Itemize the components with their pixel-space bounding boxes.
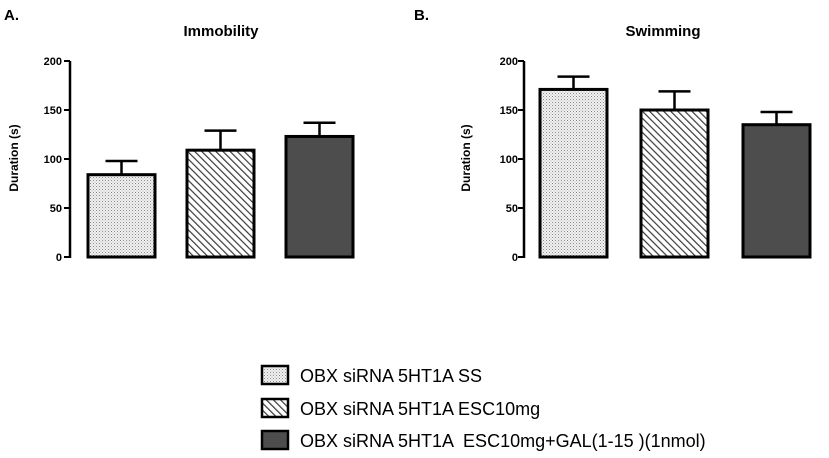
panel-b-tick-label: 150 <box>500 105 518 117</box>
panel-a-bar <box>86 173 157 259</box>
panel-b-tick-label: 200 <box>500 56 518 68</box>
panel-a-bar <box>185 148 256 259</box>
panel-b-tick-label: 0 <box>512 252 518 264</box>
legend-swatch-solid <box>260 429 290 451</box>
panel-b-bar <box>639 108 710 259</box>
panel-a-ylabel: Duration (s) <box>7 124 21 191</box>
panel-a-tick-label: 0 <box>56 252 62 264</box>
legend-label: OBX siRNA 5HT1A ESC10mg+GAL(1-15 )(1nmol… <box>300 431 706 451</box>
legend: OBX siRNA 5HT1A SS OBX siRNA 5HT1A ESC10… <box>260 364 706 451</box>
panel-b-y-ticks: 0 50 100 150 200 <box>500 56 518 264</box>
panel-a-tick-label: 100 <box>44 154 62 166</box>
panel-b-plot-area <box>518 60 812 259</box>
legend-label: OBX siRNA 5HT1A SS <box>300 366 482 386</box>
legend-swatch-hatch <box>260 397 290 419</box>
panel-a-bar <box>284 134 355 259</box>
panel-b-bar <box>741 123 812 259</box>
panel-b-label: B. <box>414 7 429 24</box>
panel-b-tick-label: 50 <box>506 203 518 215</box>
panel-a-title: Immobility <box>183 23 259 40</box>
panel-b-ylabel: Duration (s) <box>459 124 473 191</box>
legend-swatch-dots <box>260 364 290 386</box>
panel-b-bar <box>538 87 609 259</box>
panel-b-tick-label: 100 <box>500 154 518 166</box>
legend-label: OBX siRNA 5HT1A ESC10mg <box>300 399 540 419</box>
panel-a-tick-label: 50 <box>50 203 62 215</box>
panel-a-label: A. <box>4 7 19 24</box>
panel-a-y-ticks: 0 50 100 150 200 <box>44 56 62 264</box>
panel-a-tick-label: 200 <box>44 56 62 68</box>
panel-a: A. Immobility Duration (s) 0 50 100 150 … <box>4 7 355 264</box>
panel-a-plot-area <box>64 60 355 259</box>
panel-b-title: Swimming <box>625 23 700 40</box>
panel-b: B. Swimming Duration (s) 0 50 100 150 20… <box>414 7 812 264</box>
panel-a-tick-label: 150 <box>44 105 62 117</box>
